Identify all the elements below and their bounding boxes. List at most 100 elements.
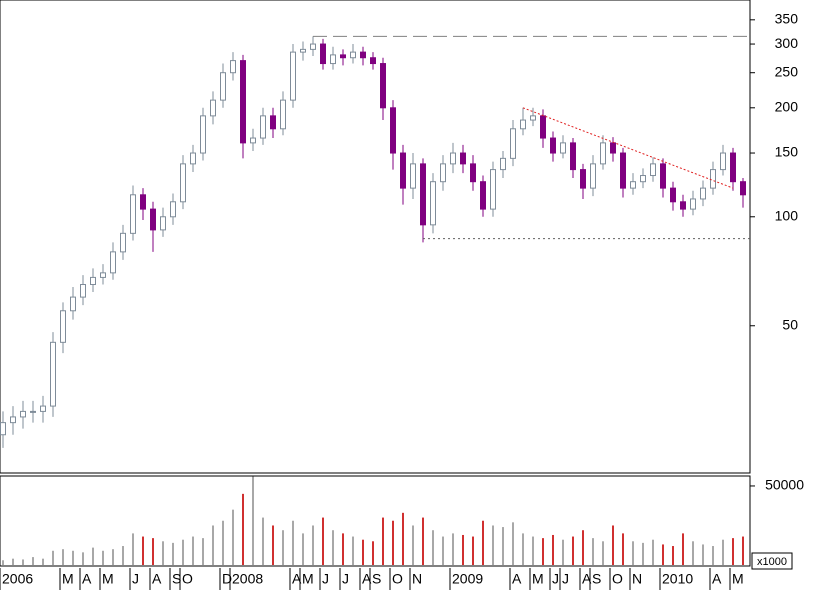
candle-body [560,142,566,154]
candle-body [250,137,256,144]
x-tick-label: A [362,571,372,587]
candle-body [650,163,656,177]
volume-bar [12,558,14,565]
candle-body [270,115,276,130]
volume-bar [632,541,634,565]
volume-bar [22,559,24,565]
candle-body [450,152,456,165]
volume-bar [302,533,304,565]
volume-bar [172,542,174,565]
candle-body [380,63,386,109]
volume-bar [502,527,504,565]
candle-body [300,48,306,53]
volume-bar [322,517,324,565]
candle-body [460,152,466,165]
candle-body [280,99,286,130]
candle-body [20,410,26,418]
volume-tick-label: 50000 [765,477,804,493]
candle-body [670,187,676,203]
candle-body [120,232,126,253]
candle-body [260,115,266,139]
volume-bar [682,533,684,565]
x-tick-label: 2010 [662,571,693,587]
candle-body [510,128,516,159]
candle-body [350,51,356,59]
volume-bar [402,512,404,565]
x-tick-label: J [552,571,559,587]
volume-bar [582,530,584,565]
candle-body [710,169,716,189]
volume-bar [132,533,134,565]
volume-bar [392,520,394,565]
candle-body [440,163,446,183]
candle-body [160,216,166,231]
candle-body [500,157,506,171]
volume-bar [32,557,34,565]
candle-body [630,181,636,189]
volume-bar [562,539,564,565]
volume-bar [342,533,344,565]
volume-bar [672,546,674,565]
candle-body [230,60,236,74]
volume-bar [492,525,494,565]
volume-bar [202,538,204,565]
candle-body [70,296,76,312]
candle-body [200,115,206,154]
x-tick-label: 2008 [232,571,263,587]
volume-bar [222,520,224,565]
price-panel [0,0,751,474]
volume-bar [662,544,664,565]
candle-body [740,181,746,196]
unit-box [751,552,793,570]
candle-body [190,152,196,165]
x-tick-label: M [732,571,744,587]
volume-bar [212,525,214,565]
candle-body [100,272,106,278]
volume-bar [592,538,594,565]
candle-body [40,405,46,412]
volume-bar [332,530,334,565]
x-tick-label: A [292,571,302,587]
volume-bar [292,520,294,565]
candle-body [110,251,116,274]
candle-body [570,142,576,171]
volume-bar [312,525,314,565]
volume-bar [742,536,744,565]
candle-body [150,208,156,231]
volume-bar [62,549,64,565]
candle-body [390,107,396,154]
volume-bar [412,525,414,565]
y-tick-label: 50 [782,316,798,332]
volume-bar [362,539,364,565]
volume-bar [352,536,354,565]
candle-body [550,137,556,154]
volume-bar [522,533,524,565]
candle-body [370,57,376,65]
x-tick-label: O [182,571,193,587]
candle-body [730,152,736,183]
x-tick-label: M [302,571,314,587]
y-tick-label: 150 [775,144,799,160]
y-tick-label: 200 [775,99,799,115]
candle-body [660,163,666,189]
candle-body [220,72,226,101]
candle-body [80,284,86,298]
candle-body [60,310,66,343]
volume-bar [532,536,534,565]
x-tick-label: A [152,571,162,587]
volume-bar [642,542,644,565]
x-tick-label: A [512,571,522,587]
y-tick-label: 350 [775,11,799,27]
x-tick-label: S [372,571,381,587]
volume-bar [122,546,124,565]
volume-bar [72,550,74,565]
candle-body [470,163,476,183]
volume-bar [572,536,574,565]
x-tick-label: M [62,571,74,587]
x-tick-label: O [612,571,623,587]
x-tick-label: N [632,571,642,587]
volume-panel [0,475,751,567]
candle-body [580,169,586,189]
